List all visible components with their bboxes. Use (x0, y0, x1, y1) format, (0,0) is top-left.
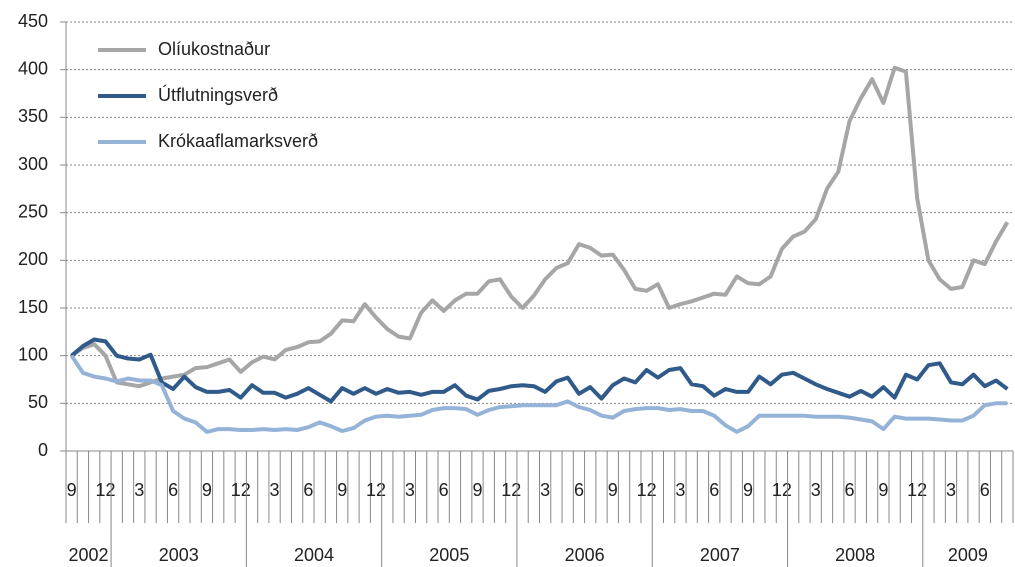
x-tick-label: 9 (743, 480, 753, 500)
year-label: 2002 (69, 545, 109, 565)
x-tick-label: 9 (337, 480, 347, 500)
x-tick-label: 12 (772, 480, 792, 500)
y-tick-label: 200 (18, 249, 48, 269)
x-tick-label: 9 (67, 480, 77, 500)
y-tick-label: 150 (18, 297, 48, 317)
x-tick-label: 6 (845, 480, 855, 500)
legend-label: Olíukostnaður (158, 39, 270, 59)
y-tick-label: 0 (38, 440, 48, 460)
x-tick-label: 12 (501, 480, 521, 500)
year-label: 2003 (159, 545, 199, 565)
x-tick-label: 12 (637, 480, 657, 500)
y-tick-label: 400 (18, 58, 48, 78)
x-tick-label: 12 (95, 480, 115, 500)
x-tick-label: 12 (366, 480, 386, 500)
x-tick-label: 6 (168, 480, 178, 500)
y-tick-label: 100 (18, 344, 48, 364)
year-label: 2004 (294, 545, 334, 565)
x-tick-label: 3 (134, 480, 144, 500)
year-label: 2009 (948, 545, 988, 565)
year-label: 2008 (835, 545, 875, 565)
series-line (70, 337, 1009, 404)
x-tick-label: 6 (574, 480, 584, 500)
x-tick-label: 6 (439, 480, 449, 500)
x-tick-label: 6 (980, 480, 990, 500)
x-tick-label: 9 (472, 480, 482, 500)
x-tick-label: 6 (303, 480, 313, 500)
x-tick-label: 3 (675, 480, 685, 500)
legend-label: Krókaaflamarksverð (158, 131, 318, 151)
y-tick-label: 450 (18, 11, 48, 31)
x-tick-label: 12 (907, 480, 927, 500)
y-tick-label: 300 (18, 154, 48, 174)
year-label: 2007 (700, 545, 740, 565)
series-line (70, 65, 1010, 389)
y-tick-label: 50 (28, 392, 48, 412)
legend-label: Útflutningsverð (158, 84, 278, 105)
x-tick-label: 9 (608, 480, 618, 500)
y-tick-label: 350 (18, 106, 48, 126)
year-label: 2006 (565, 545, 605, 565)
x-tick-label: 3 (405, 480, 415, 500)
x-tick-label: 3 (946, 480, 956, 500)
series-line (69, 354, 1008, 434)
x-tick-label: 9 (202, 480, 212, 500)
x-tick-label: 12 (231, 480, 251, 500)
x-tick-label: 3 (540, 480, 550, 500)
x-tick-label: 3 (270, 480, 280, 500)
x-tick-label: 6 (709, 480, 719, 500)
x-tick-label: 3 (811, 480, 821, 500)
x-tick-label: 9 (878, 480, 888, 500)
y-tick-label: 250 (18, 201, 48, 221)
year-label: 2005 (429, 545, 469, 565)
